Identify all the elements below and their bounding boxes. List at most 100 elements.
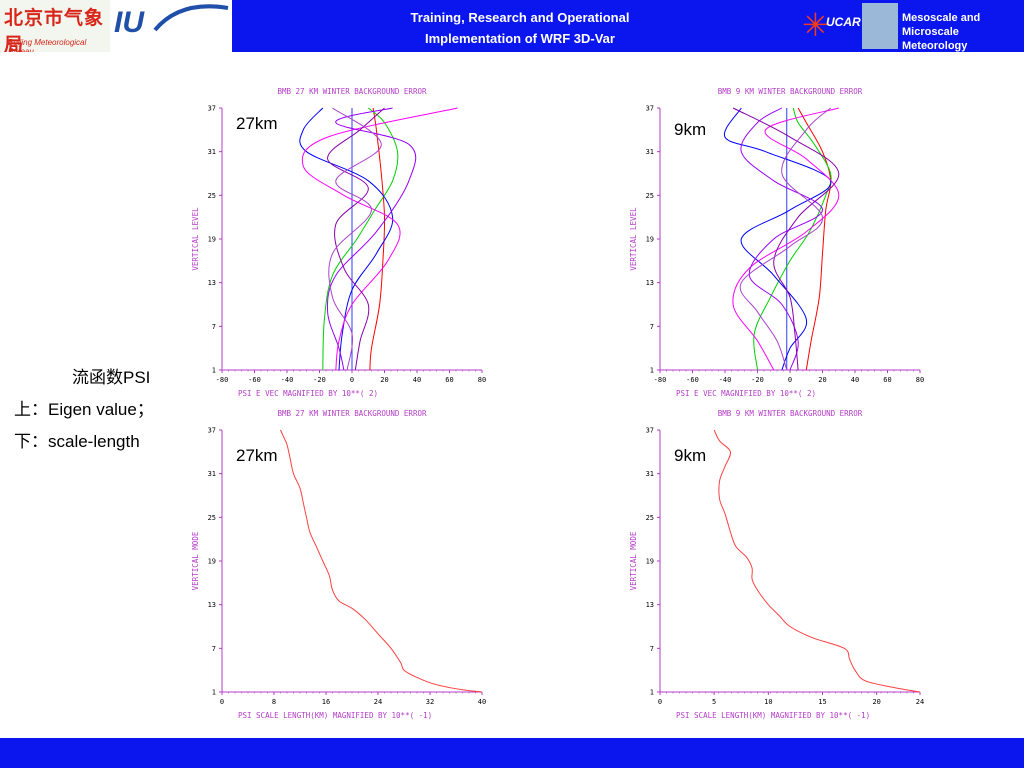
x-tick-label: -80	[216, 376, 229, 384]
header-title-line2: Implementation of WRF 3D-Var	[425, 31, 615, 46]
chart-27km-scale-length: BMB 27 KM WINTER BACKGROUND ERROR 0 8 16 24 3…	[191, 409, 486, 720]
x-tick-label: 24	[374, 698, 382, 706]
y-tick-label: 31	[208, 148, 216, 156]
y-tick-label: 19	[646, 236, 654, 244]
series-line-2	[753, 107, 832, 371]
series-line-4	[732, 107, 840, 371]
chart-panel-9km-eigen: BMB 9 KM WINTER BACKGROUND ERROR -80 -60 -4…	[628, 84, 928, 404]
y-tick-label: 19	[208, 236, 216, 244]
ucar-logo-text: UCAR	[826, 15, 861, 29]
y-axis-label: VERTICAL MODE	[191, 531, 200, 590]
x-tick-label: 20	[380, 376, 388, 384]
y-tick-label: 7	[212, 323, 216, 331]
x-tick-label: -20	[751, 376, 764, 384]
y-tick-label: 25	[208, 192, 216, 200]
y-tick-label: 37	[208, 427, 216, 435]
y-tick-label: 13	[646, 601, 654, 609]
chart-panel-27km-scale: BMB 27 KM WINTER BACKGROUND ERROR 0 8 16 24 3…	[190, 406, 490, 726]
x-tick-label: 0	[658, 698, 662, 706]
y-tick-label: 1	[212, 689, 216, 697]
y-tick-label: 7	[212, 645, 216, 653]
header-bar: 北京市气象局 Beijing Meteorological Bureau IU …	[0, 0, 1024, 52]
x-tick-label: 32	[426, 698, 434, 706]
y-tick-label: 13	[208, 279, 216, 287]
y-axis-label: VERTICAL LEVEL	[629, 207, 638, 271]
beijing-bureau-logo: 北京市气象局 Beijing Meteorological Bureau	[0, 0, 110, 52]
series-line-6	[327, 107, 385, 371]
series-line-1	[280, 429, 483, 693]
x-tick-label: 40	[478, 698, 486, 706]
y-tick-label: 19	[646, 558, 654, 566]
mmm-logo-text: Mesoscale and Microscale Meteorology	[902, 11, 1024, 53]
x-tick-label: -80	[654, 376, 667, 384]
x-tick-label: -60	[686, 376, 699, 384]
resolution-label-9km-top: 9km	[674, 120, 707, 139]
header-title-line1: Training, Research and Operational	[410, 10, 630, 25]
x-tick-label: -20	[313, 376, 326, 384]
y-tick-label: 31	[646, 470, 654, 478]
logo-bj-chinese: 北京市气象局	[4, 7, 105, 52]
x-tick-label: 80	[916, 376, 924, 384]
series-line-7	[328, 107, 382, 371]
y-tick-label: 19	[208, 558, 216, 566]
ucar-logo: ✳ UCAR	[800, 3, 862, 49]
series-line-5	[326, 107, 417, 371]
y-axis-label: VERTICAL MODE	[629, 531, 638, 590]
series-line-4	[301, 107, 458, 371]
iu-logo: IU	[110, 0, 232, 52]
chart-title: BMB 27 KM WINTER BACKGROUND ERROR	[277, 87, 426, 96]
y-tick-label: 13	[208, 601, 216, 609]
x-tick-label: 60	[883, 376, 891, 384]
x-tick-label: 0	[350, 376, 354, 384]
x-axis-label: PSI SCALE LENGTH(KM) MAGNIFIED BY 10**( …	[238, 711, 432, 720]
x-tick-label: 40	[413, 376, 421, 384]
x-tick-label: 40	[851, 376, 859, 384]
x-tick-label: 80	[478, 376, 486, 384]
series-line-7	[739, 107, 831, 371]
x-tick-label: 10	[764, 698, 772, 706]
header-title: Training, Research and Operational Imple…	[330, 7, 710, 49]
iu-logo-mark: IU	[114, 6, 144, 39]
y-tick-label: 25	[208, 514, 216, 522]
x-tick-label: 5	[712, 698, 716, 706]
y-tick-label: 31	[208, 470, 216, 478]
mmm-line2: Microscale Meteorology	[902, 26, 968, 52]
x-tick-label: 60	[445, 376, 453, 384]
chart-9km-scale-length: BMB 9 KM WINTER BACKGROUND ERROR 0 5 10 15 20…	[629, 409, 924, 720]
y-tick-label: 7	[650, 323, 654, 331]
x-tick-label: 24	[916, 698, 924, 706]
y-tick-label: 13	[646, 279, 654, 287]
series-line-3	[723, 107, 832, 371]
x-tick-label: -60	[248, 376, 261, 384]
chart-27km-eigen-vectors: BMB 27 KM WINTER BACKGROUND ERROR -80 -60 -…	[191, 87, 486, 398]
y-tick-label: 25	[646, 192, 654, 200]
x-tick-label: 20	[872, 698, 880, 706]
x-tick-label: 0	[788, 376, 792, 384]
y-tick-label: 1	[650, 689, 654, 697]
y-tick-label: 1	[650, 367, 654, 375]
caption-scale-length: 下：scale-length	[14, 432, 140, 451]
x-axis-label: PSI SCALE LENGTH(KM) MAGNIFIED BY 10**( …	[676, 711, 870, 720]
series-line-5	[740, 107, 824, 371]
y-tick-label: 1	[212, 367, 216, 375]
ucar-star-icon: ✳	[802, 7, 829, 43]
chart-title: BMB 9 KM WINTER BACKGROUND ERROR	[718, 409, 863, 418]
x-axis-label: PSI E VEC MAGNIFIED BY 10**( 2)	[676, 389, 816, 398]
x-axis-label: PSI E VEC MAGNIFIED BY 10**( 2)	[238, 389, 378, 398]
sidebar-caption: 流函数PSI 上：Eigen value； 下：scale-length	[14, 362, 154, 458]
caption-eigen-value: 上：Eigen value；	[14, 400, 154, 419]
resolution-label-27km-bottom: 27km	[236, 446, 278, 465]
series-line-1	[797, 107, 832, 371]
footer-bar	[0, 738, 1024, 768]
resolution-label-27km-top: 27km	[236, 114, 278, 133]
chart-9km-eigen-vectors: BMB 9 KM WINTER BACKGROUND ERROR -80 -60 -4…	[629, 87, 924, 398]
chart-panel-27km-eigen: BMB 27 KM WINTER BACKGROUND ERROR -80 -60 -…	[190, 84, 490, 404]
series-line-6	[732, 107, 840, 371]
y-tick-label: 31	[646, 148, 654, 156]
logo-bj-english: Beijing Meteorological Bureau	[8, 38, 87, 52]
x-tick-label: -40	[281, 376, 294, 384]
chart-title: BMB 27 KM WINTER BACKGROUND ERROR	[277, 409, 426, 418]
iu-swoosh-icon	[153, 4, 229, 32]
y-axis-label: VERTICAL LEVEL	[191, 207, 200, 271]
caption-psi: 流函数PSI	[72, 368, 151, 387]
